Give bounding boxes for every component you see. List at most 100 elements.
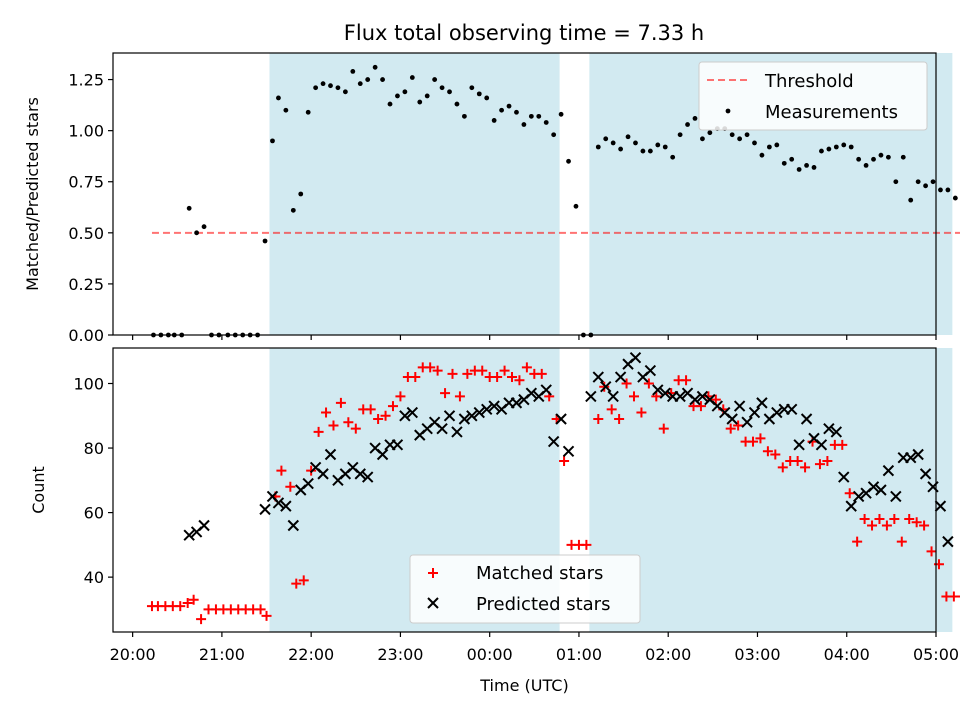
data-point	[707, 130, 713, 136]
data-point	[729, 132, 735, 138]
data-point	[692, 115, 698, 121]
data-point	[317, 468, 329, 480]
data-point	[290, 207, 296, 213]
data-point	[748, 436, 759, 447]
data-point	[905, 452, 917, 464]
data-point	[695, 401, 706, 412]
data-point	[425, 362, 436, 373]
data-point	[536, 113, 542, 119]
legend-threshold-label: Threshold	[764, 71, 854, 92]
data-point	[182, 597, 193, 608]
data-point	[614, 371, 627, 383]
data-point	[536, 368, 547, 379]
data-point	[443, 410, 456, 422]
legend: Threshold Measurements	[698, 61, 928, 131]
data-point	[600, 381, 612, 393]
data-point	[759, 152, 765, 158]
data-point	[845, 500, 857, 512]
data-point	[432, 77, 438, 82]
data-point	[462, 368, 473, 379]
data-point	[320, 81, 326, 87]
data-point	[196, 614, 207, 625]
data-point	[439, 85, 445, 91]
data-point	[399, 410, 411, 422]
data-point	[201, 224, 207, 230]
legend-box	[409, 554, 641, 624]
data-point	[938, 187, 943, 193]
data-point	[302, 477, 314, 490]
data-point	[525, 387, 538, 399]
x-axis-label: Time (UTC)	[479, 676, 568, 695]
data-point	[741, 416, 753, 428]
data-point	[755, 433, 766, 444]
data-point	[659, 387, 671, 399]
data-point	[540, 384, 552, 396]
data-point	[628, 391, 639, 402]
x-tick-label: 02:00	[645, 645, 691, 664]
data-point	[885, 154, 891, 160]
data-point	[830, 426, 843, 438]
chart-title: Flux total observing time = 7.33 h	[344, 21, 704, 45]
data-point	[945, 187, 951, 193]
data-point	[752, 140, 757, 146]
data-point	[198, 519, 210, 532]
data-point	[255, 604, 266, 615]
data-point	[354, 468, 366, 480]
data-point	[328, 83, 333, 89]
observing-window-shade	[589, 348, 953, 632]
legend-box	[698, 61, 928, 131]
data-point	[402, 89, 408, 95]
data-point	[610, 140, 616, 146]
data-point	[819, 148, 824, 154]
data-point	[942, 535, 954, 548]
data-point	[614, 414, 625, 424]
data-point	[852, 536, 863, 547]
data-point	[756, 397, 768, 409]
data-point	[625, 134, 631, 140]
data-point	[874, 514, 885, 525]
data-point	[276, 465, 287, 476]
data-point	[350, 68, 356, 74]
data-point	[305, 109, 311, 115]
data-point	[618, 146, 624, 152]
data-point	[930, 179, 936, 185]
data-point	[350, 423, 361, 434]
data-point	[881, 520, 892, 531]
data-point	[387, 101, 393, 107]
data-point	[826, 146, 832, 152]
data-point	[833, 144, 839, 150]
data-point	[491, 118, 497, 123]
y-tick-label: 0.75	[68, 173, 104, 192]
data-point	[915, 179, 921, 185]
data-point	[272, 497, 285, 509]
data-point	[882, 464, 895, 477]
data-point	[726, 413, 738, 425]
data-point	[904, 514, 915, 525]
data-point	[365, 77, 371, 82]
data-point	[651, 391, 662, 402]
data-point	[492, 372, 503, 383]
data-point	[956, 595, 960, 598]
data-point	[893, 179, 899, 185]
x-tick-label: 05:00	[913, 645, 959, 664]
data-point	[558, 111, 564, 117]
data-point	[313, 85, 319, 91]
data-point	[376, 448, 389, 461]
data-point	[681, 375, 692, 386]
data-point	[409, 75, 415, 80]
data-point	[875, 484, 887, 496]
data-point	[633, 140, 638, 146]
y-tick-label: 0.50	[68, 224, 104, 243]
data-point	[436, 422, 448, 435]
data-point	[365, 404, 376, 415]
data-point	[919, 468, 932, 480]
y-tick-label: 60	[84, 504, 104, 523]
data-point	[811, 165, 817, 170]
data-point	[912, 448, 924, 461]
data-point	[447, 89, 452, 95]
data-point	[852, 490, 865, 503]
data-point	[298, 191, 304, 197]
data-point	[183, 529, 195, 541]
data-point	[603, 136, 609, 142]
y-tick-label: 0.25	[68, 275, 104, 294]
